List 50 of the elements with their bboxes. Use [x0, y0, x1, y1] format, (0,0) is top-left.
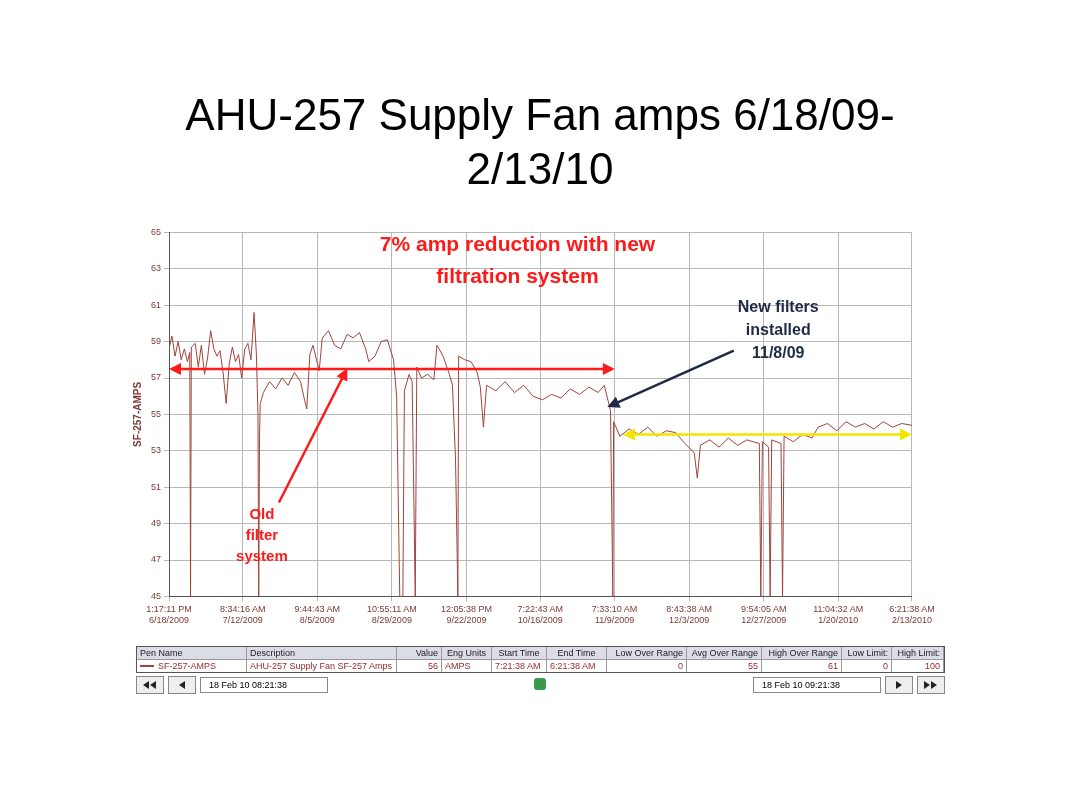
- annotation: New filters installed 11/8/09: [737, 298, 819, 362]
- x-tick-label: 11:04:32 AM 1/20/2010: [813, 604, 864, 626]
- text: Eng Units: [442, 647, 492, 659]
- y-tick-label: 49: [151, 518, 162, 529]
- text: 0: [607, 660, 687, 672]
- text: Pen Name: [137, 647, 247, 659]
- x-tick-label: 9:54:05 AM 12/27/2009: [740, 604, 787, 626]
- y-tick-label: 57: [151, 372, 162, 383]
- text: High Limit:: [892, 647, 944, 659]
- y-tick-label: 53: [151, 445, 162, 456]
- y-tick-label: 51: [151, 481, 162, 492]
- x-tick-label: 12:05:38 PM 9/22/2009: [440, 604, 492, 626]
- text: Avg Over Range: [687, 647, 762, 659]
- text: Description: [247, 647, 397, 659]
- text: High Over Range: [762, 647, 842, 659]
- x-tick-label: 1:17:11 PM 6/18/2009: [146, 604, 192, 626]
- text: 18 Feb 10 09:21:38: [753, 677, 881, 693]
- x-tick-label: 6:21:38 AM 2/13/2010: [889, 604, 935, 626]
- text: End Time: [547, 647, 607, 659]
- text: Start Time: [492, 647, 547, 659]
- text: 7:21:38 AM: [492, 660, 547, 672]
- y-tick-label: 45: [151, 590, 162, 601]
- text: Low Limit:: [842, 647, 892, 659]
- text: AHU-257 Supply Fan SF-257 Amps: [247, 660, 397, 672]
- text: 61: [762, 660, 842, 672]
- text: AMPS: [442, 660, 492, 672]
- text: 6:21:38 AM: [547, 660, 607, 672]
- text: Low Over Range: [607, 647, 687, 659]
- text: 0: [842, 660, 892, 672]
- x-tick-label: 10:55:11 AM 8/29/2009: [366, 604, 417, 626]
- legend-label: SF-257-AMPS: [158, 661, 217, 671]
- y-tick-label: 65: [151, 226, 162, 237]
- x-tick-label: 8:43:38 AM 12/3/2009: [666, 604, 712, 626]
- x-tick-label: 9:44:43 AM 8/5/2009: [294, 604, 341, 626]
- text: Value: [397, 647, 442, 659]
- y-tick-label: 63: [151, 263, 162, 274]
- x-tick-label: 7:22:43 AM 10/16/2009: [517, 604, 563, 626]
- y-tick-label: 61: [151, 299, 162, 310]
- text: 100: [892, 660, 944, 672]
- text: 56: [397, 660, 442, 672]
- annotation: 7% amp reduction with new filtration system: [379, 232, 656, 288]
- y-tick-label: 59: [151, 336, 162, 347]
- y-axis-title: SF-257-AMPS: [131, 381, 143, 447]
- y-tick-label: 55: [151, 408, 162, 419]
- x-tick-label: 7:33:10 AM 11/9/2009: [591, 604, 638, 626]
- text: 18 Feb 10 08:21:38: [200, 677, 328, 693]
- chart-title: AHU-257 Supply Fan amps 6/18/09-2/13/10: [184, 89, 896, 195]
- x-tick-label: 8:34:16 AM 7/12/2009: [220, 604, 266, 626]
- y-tick-label: 47: [151, 554, 162, 565]
- text: 55: [687, 660, 762, 672]
